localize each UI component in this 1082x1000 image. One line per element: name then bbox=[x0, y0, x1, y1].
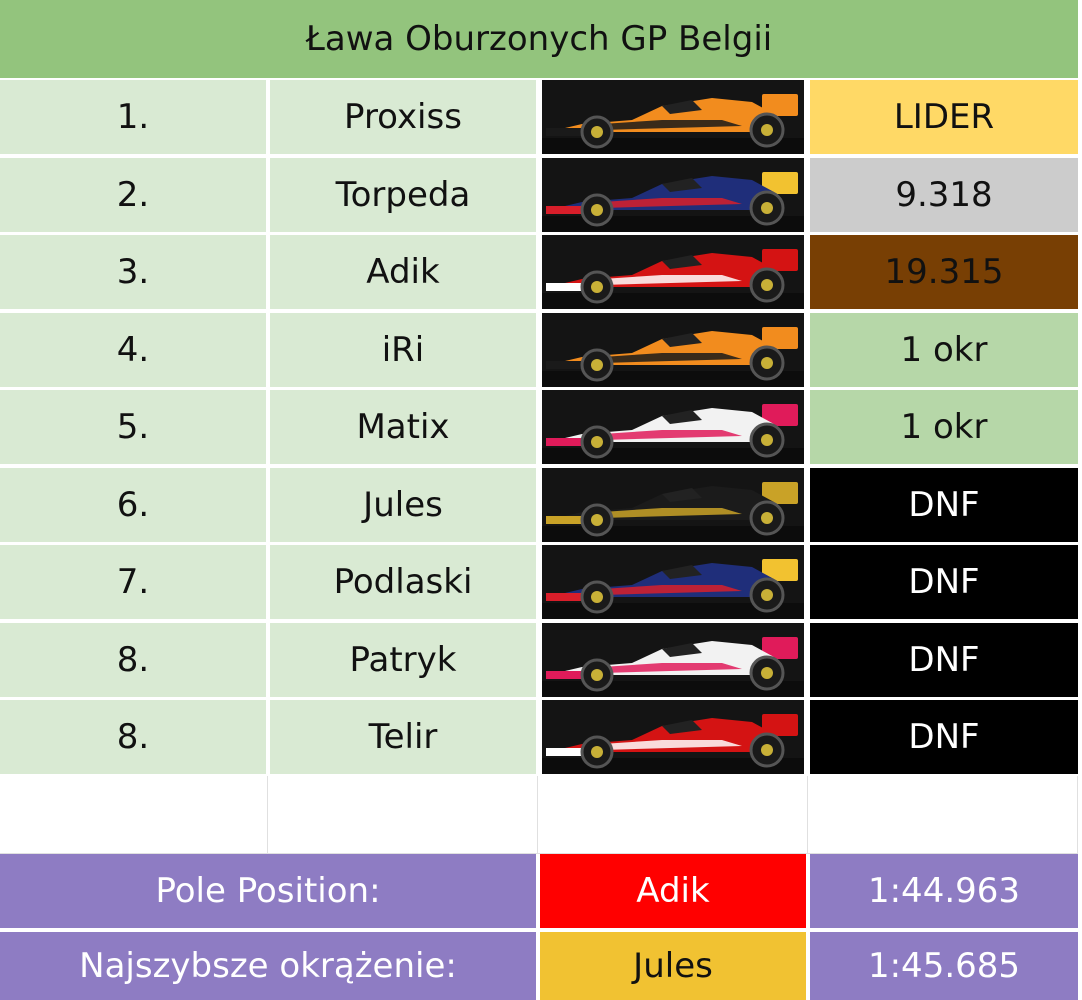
position-cell: 4. bbox=[0, 313, 266, 387]
fastest-lap-driver: Jules bbox=[540, 932, 806, 1000]
position-cell: 3. bbox=[0, 235, 266, 309]
driver-name-cell: Adik bbox=[270, 235, 536, 309]
driver-name-cell: Matix bbox=[270, 390, 536, 464]
position-cell: 2. bbox=[0, 158, 266, 232]
driver-name-cell: Torpeda bbox=[270, 158, 536, 232]
position-cell: 8. bbox=[0, 700, 266, 774]
gap-cell: 19.315 bbox=[810, 235, 1078, 309]
position-cell: 5. bbox=[0, 390, 266, 464]
position-cell: 6. bbox=[0, 468, 266, 542]
pole-position-time: 1:44.963 bbox=[810, 854, 1078, 928]
position-cell: 8. bbox=[0, 623, 266, 697]
lotus-black-car bbox=[542, 468, 804, 542]
empty-cell[interactable] bbox=[268, 776, 538, 854]
mclaren-orange-car bbox=[542, 80, 804, 154]
ferrari-red-car bbox=[542, 235, 804, 309]
position-cell: 1. bbox=[0, 80, 266, 154]
gap-cell: DNF bbox=[810, 468, 1078, 542]
redbull-navy-car bbox=[542, 545, 804, 619]
driver-name-cell: Podlaski bbox=[270, 545, 536, 619]
empty-cell[interactable] bbox=[808, 776, 1078, 854]
haas-white-car bbox=[542, 390, 804, 464]
gap-cell: DNF bbox=[810, 545, 1078, 619]
gap-cell: DNF bbox=[810, 700, 1078, 774]
driver-name-cell: iRi bbox=[270, 313, 536, 387]
redbull-navy-car bbox=[542, 158, 804, 232]
gap-cell: 1 okr bbox=[810, 313, 1078, 387]
gap-cell: LIDER bbox=[810, 80, 1078, 154]
mclaren-orange-car bbox=[542, 313, 804, 387]
driver-name-cell: Telir bbox=[270, 700, 536, 774]
haas-white-car bbox=[542, 623, 804, 697]
empty-cell[interactable] bbox=[538, 776, 808, 854]
empty-cell[interactable] bbox=[0, 776, 268, 854]
pole-position-label: Pole Position: bbox=[0, 854, 536, 928]
fastest-lap-time: 1:45.685 bbox=[810, 932, 1078, 1000]
position-cell: 7. bbox=[0, 545, 266, 619]
driver-name-cell: Patryk bbox=[270, 623, 536, 697]
fastest-lap-label: Najszybsze okrążenie: bbox=[0, 932, 536, 1000]
sheet-title: Ława Oburzonych GP Belgii bbox=[0, 0, 1078, 78]
gap-cell: DNF bbox=[810, 623, 1078, 697]
driver-name-cell: Jules bbox=[270, 468, 536, 542]
gap-cell: 1 okr bbox=[810, 390, 1078, 464]
pole-position-driver: Adik bbox=[540, 854, 806, 928]
gap-cell: 9.318 bbox=[810, 158, 1078, 232]
driver-name-cell: Proxiss bbox=[270, 80, 536, 154]
ferrari-red-car bbox=[542, 700, 804, 774]
